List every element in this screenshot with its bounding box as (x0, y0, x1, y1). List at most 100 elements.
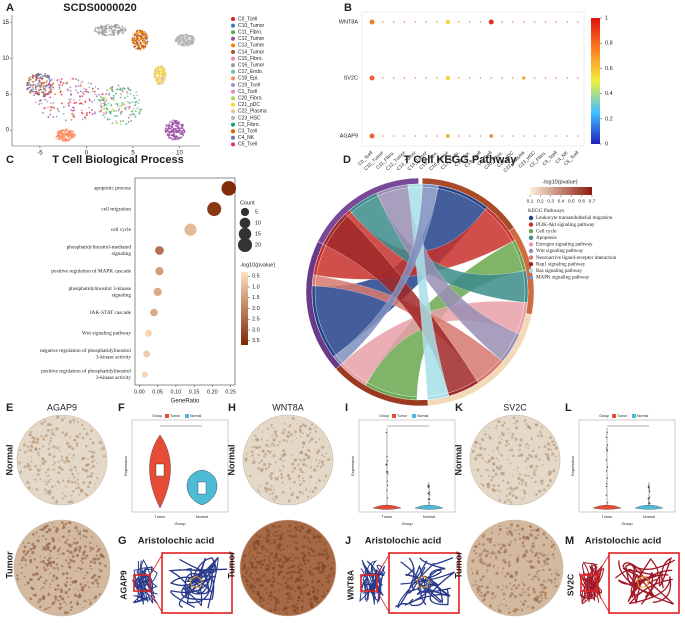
ihc-stain (305, 580, 308, 583)
expr-dot (414, 135, 417, 137)
ihc-stain (274, 552, 279, 556)
cell-point (103, 34, 106, 36)
ihc-stain (262, 462, 266, 467)
cell-point (51, 106, 54, 109)
expr-dot (392, 135, 395, 137)
ihc-stain (279, 534, 283, 538)
cell-point (95, 95, 98, 98)
ihc-stain (332, 572, 335, 575)
ihc-stain (492, 463, 495, 466)
ihc-stain (84, 545, 87, 548)
ihc-stain (309, 601, 314, 606)
ihc-stain (301, 460, 303, 463)
panel-title: Aristolochic acid (365, 536, 442, 547)
ihc-stain (325, 550, 327, 553)
ihc-stain (495, 426, 498, 429)
ihc-stain (20, 558, 24, 562)
ihc-stain (523, 491, 527, 495)
ihc-stain (531, 551, 534, 554)
ihc-stain (557, 569, 559, 571)
cell-point (26, 81, 29, 84)
cell-point (165, 130, 168, 133)
expr-dot (436, 21, 438, 23)
ihc-stain (522, 610, 524, 612)
ihc-stain (533, 590, 536, 594)
ihc-stain (101, 446, 105, 450)
ihc-stain (321, 571, 324, 574)
expr-dot (544, 135, 547, 137)
ihc-stain (72, 476, 76, 479)
cell-point (116, 32, 119, 35)
cell-point (75, 89, 77, 92)
ihc-stain (74, 542, 77, 545)
ihc-stain (41, 560, 45, 564)
cell-point (83, 93, 85, 96)
ihc-stain (24, 558, 27, 562)
ihc-stain (530, 466, 533, 469)
ihc-stain (533, 576, 535, 578)
ihc-stain (290, 493, 294, 497)
colorbar (530, 187, 592, 195)
ihc-stain (302, 479, 306, 483)
ihc-stain (291, 440, 294, 443)
cell-point (138, 99, 141, 102)
ihc-stain (245, 453, 248, 456)
ihc-stain (54, 484, 57, 487)
legend-label: Leukocyte transendothelial migration (536, 215, 613, 221)
ihc-stain (515, 486, 519, 490)
ihc-stain (86, 571, 89, 575)
ihc-stain (291, 579, 294, 582)
ihc-stain (527, 593, 531, 597)
outlier (648, 489, 651, 491)
ihc-stain (474, 580, 477, 583)
ihc-stain (547, 447, 551, 451)
cell-point (182, 134, 185, 137)
cell-point (71, 134, 74, 137)
ihc-stain (500, 473, 502, 476)
ihc-stain (282, 532, 285, 535)
ihc-stain (279, 549, 282, 552)
ihc-stain (497, 543, 500, 546)
ihc-stain (266, 533, 270, 537)
ihc-stain (56, 415, 60, 419)
ihc-stain (29, 597, 33, 601)
cell-point (49, 90, 52, 93)
ihc-stain (507, 498, 511, 502)
ihc-stain (518, 448, 521, 452)
ihc-stain (505, 494, 508, 498)
cell-point (143, 33, 146, 36)
ihc-stain (508, 431, 510, 433)
cell-point (34, 92, 37, 95)
ihc-stain (251, 554, 254, 556)
ihc-stain (44, 488, 47, 491)
ihc-stain (49, 437, 52, 440)
ihc-stain (543, 488, 546, 492)
ihc-stain (498, 436, 501, 439)
cell-point (72, 106, 74, 109)
ihc-stain (251, 446, 253, 448)
cell-point (135, 91, 138, 94)
ihc-stain (541, 583, 544, 586)
x-tick-label: 0.05 (152, 389, 163, 395)
cell-point (94, 85, 97, 88)
ihc-stain (492, 484, 496, 488)
cell-point (108, 33, 111, 36)
cell-point (57, 84, 60, 86)
cell-point (38, 84, 41, 87)
ihc-stain (553, 557, 555, 559)
ihc-stain (291, 553, 294, 556)
ihc-stain (269, 593, 273, 597)
term-dot (145, 329, 152, 337)
ihc-stain (42, 437, 45, 441)
x-tick-label: 0.00 (134, 389, 145, 395)
ihc-stain (296, 465, 299, 467)
ihc-stain (303, 471, 305, 474)
cell-point (129, 113, 131, 116)
ihc-stain (72, 490, 75, 493)
colorbar-label: 3.0 (252, 327, 260, 333)
ihc-stain (298, 569, 301, 572)
ihc-stain (476, 556, 478, 558)
ihc-stain (280, 537, 282, 539)
ihc-stain (314, 486, 318, 490)
ihc-stain (259, 595, 263, 599)
